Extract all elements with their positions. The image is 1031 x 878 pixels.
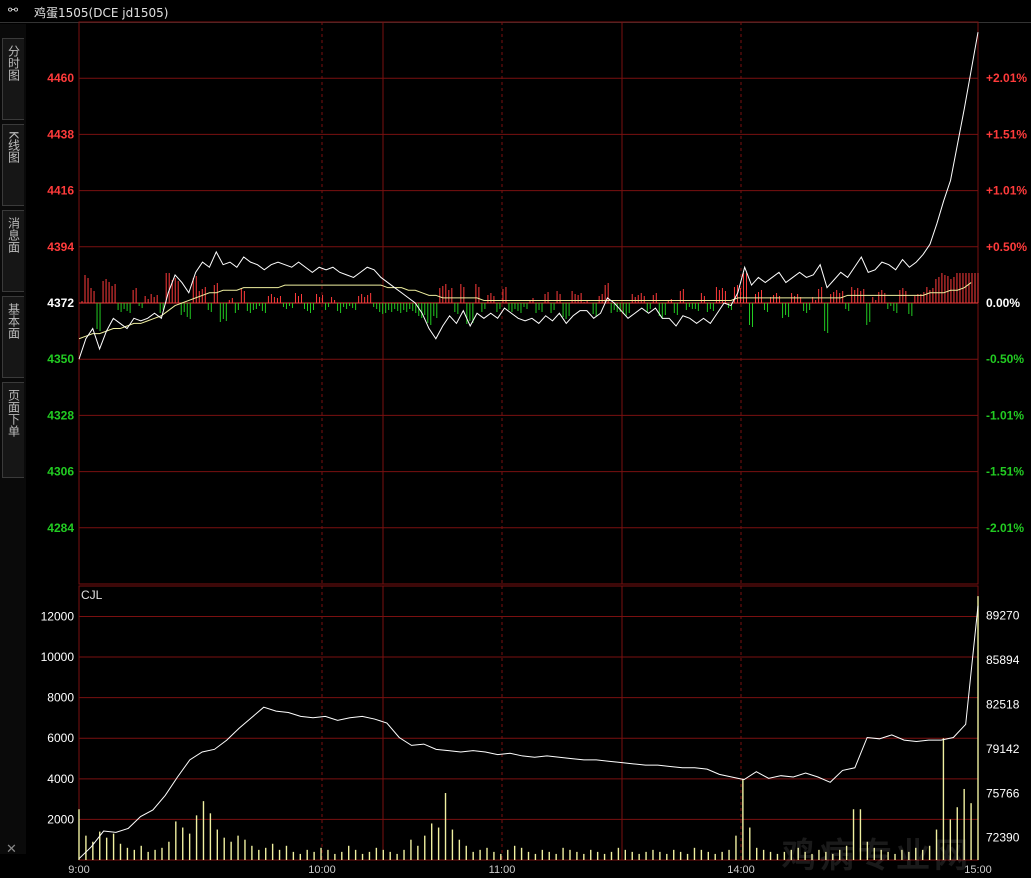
time-tick-label: 14:00: [727, 864, 755, 876]
volume-tick-label: 2000: [47, 812, 74, 826]
percent-tick-label: +1.51%: [986, 127, 1027, 141]
watermark: 鸡病专业网: [782, 836, 972, 876]
price-tick-label: 4328: [47, 408, 74, 422]
chart-axes: 4460 +2.01% 4438 +1.51% 4416 +1.01% 4394 +0.50%…: [41, 71, 1028, 876]
tab-label: K线图: [6, 131, 21, 163]
open-interest-line: [78, 605, 979, 860]
price-tick-label: 4416: [47, 184, 74, 198]
instrument-title: 鸡蛋1505(DCE jd1505): [34, 6, 169, 20]
percent-tick-label: -1.51%: [986, 465, 1024, 479]
open-interest-tick-label: 82518: [986, 697, 1020, 711]
price-tick-label: 4460: [47, 71, 74, 85]
average-price-line: [78, 282, 972, 340]
tab-label: 基本面: [6, 303, 21, 339]
time-tick-label: 15:00: [964, 864, 992, 876]
percent-tick-label: +1.01%: [986, 184, 1027, 198]
volume-tick-label: 4000: [47, 772, 74, 786]
percent-tick-label: +2.01%: [986, 71, 1027, 85]
chart-marks: [78, 32, 979, 860]
percent-tick-label: -2.01%: [986, 521, 1024, 535]
price-line: [78, 32, 979, 360]
percent-tick-label: -0.50%: [986, 352, 1024, 366]
time-tick-label: 11:00: [489, 864, 516, 876]
percent-tick-label: 0.00%: [986, 296, 1020, 310]
tab-label: 页面下单: [6, 389, 21, 437]
price-tick-label: 4394: [47, 240, 74, 254]
volume-tick-label: 6000: [47, 731, 74, 745]
volume-panel-label: CJL: [81, 588, 103, 602]
tab-label: 消息面: [6, 217, 21, 253]
open-interest-tick-label: 75766: [986, 786, 1020, 800]
price-tick-label: 4306: [47, 465, 74, 479]
open-interest-tick-label: 85894: [986, 653, 1020, 667]
time-tick-label: 9:00: [68, 864, 89, 876]
link-icon: ⚯: [8, 3, 19, 17]
tab-intraday[interactable]: 分时图: [2, 38, 24, 120]
open-interest-tick-label: 89270: [986, 608, 1020, 622]
price-tick-label: 4438: [47, 127, 74, 141]
open-interest-tick-label: 72390: [986, 831, 1020, 845]
tab-label: 分时图: [6, 45, 21, 81]
tab-news[interactable]: 消息面: [2, 210, 24, 292]
price-tick-label: 4350: [47, 352, 74, 366]
open-interest-tick-label: 79142: [986, 742, 1020, 756]
volume-tick-label: 8000: [47, 691, 74, 705]
chart-grid: [78, 21, 979, 861]
tab-kline[interactable]: K线图: [2, 124, 24, 206]
price-tick-label: 4372: [47, 296, 74, 310]
percent-tick-label: +0.50%: [986, 240, 1027, 254]
tab-order[interactable]: 页面下单: [2, 382, 24, 478]
time-tick-label: 10:00: [308, 864, 336, 876]
side-tab-bar: 分时图 K线图 消息面 基本面 页面下单: [0, 24, 26, 854]
volume-tick-label: 10000: [41, 650, 75, 664]
volume-tick-label: 12000: [41, 609, 75, 623]
price-tick-label: 4284: [47, 521, 74, 535]
percent-tick-label: -1.01%: [986, 408, 1024, 422]
tab-fundamentals[interactable]: 基本面: [2, 296, 24, 378]
close-icon[interactable]: ✕: [6, 842, 17, 857]
volume-panel-frame: [78, 585, 979, 861]
